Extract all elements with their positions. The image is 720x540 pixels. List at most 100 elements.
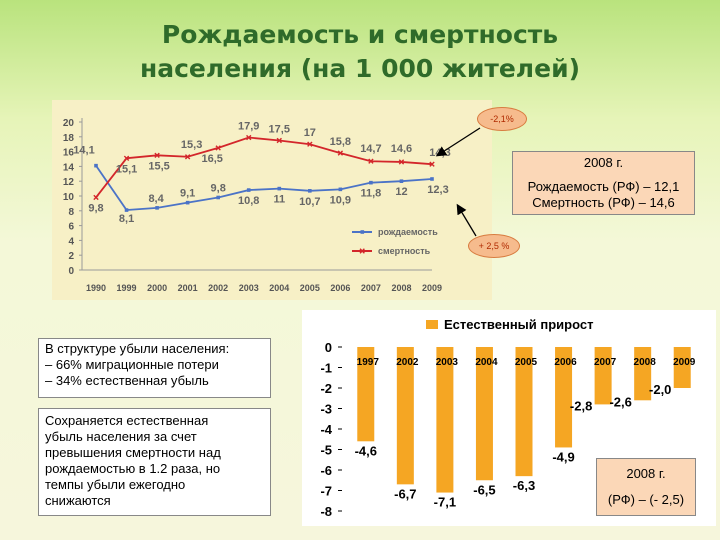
- death-point: [215, 145, 221, 151]
- y-tick-label: 14: [63, 162, 75, 173]
- legend-label-birth: рождаемость: [378, 227, 438, 237]
- note-line-1: Сохраняется естественная: [45, 413, 209, 428]
- bar-value-label: -2,6: [609, 394, 631, 409]
- rf-2008-death: Смертность (РФ) – 14,6: [532, 195, 675, 210]
- y-tick-label: 4: [68, 236, 74, 247]
- birth-data-label: 9,8: [211, 182, 226, 194]
- death-point: [184, 154, 191, 160]
- y-tick-label: 6: [68, 222, 74, 233]
- x-tick-label: 2004: [269, 283, 289, 293]
- y-tick-label: -7: [320, 484, 332, 499]
- legend-label-natural: Естественный прирост: [444, 317, 593, 332]
- bar-value-label: -2,0: [649, 382, 671, 397]
- death-change-callout: -2,1%: [477, 107, 527, 131]
- title-line-2: населения (на 1 000 жителей): [139, 54, 581, 83]
- death-data-label: 14,3: [429, 147, 450, 159]
- series-line-death: [95, 136, 433, 199]
- x-tick-label: 2002: [208, 283, 228, 293]
- category-label: 2003: [436, 357, 459, 368]
- death-point: [93, 194, 99, 201]
- category-label: 2008: [634, 357, 657, 368]
- death-point: [276, 137, 282, 144]
- y-tick-label: -1: [320, 361, 332, 376]
- birth-data-label: 10,7: [299, 196, 320, 208]
- rf-2008-year: 2008 г.: [583, 155, 624, 170]
- death-data-label: 14,7: [360, 143, 381, 155]
- legend-swatch-natural: [426, 320, 438, 329]
- death-point: [154, 152, 160, 158]
- birth-point: [369, 180, 373, 185]
- y-tick-label: -3: [320, 402, 332, 417]
- structure-line-2: – 66% миграционные потери: [45, 357, 219, 372]
- birth-point: [277, 186, 282, 191]
- y-tick-label: 12: [63, 177, 75, 188]
- y-tick-label: 18: [63, 133, 75, 144]
- bar-value-label: -7,1: [434, 495, 456, 510]
- birth-data-label: 12: [395, 186, 407, 198]
- structure-line-1: В структуре убыли населения:: [45, 341, 230, 356]
- legend-marker-death: [359, 248, 365, 254]
- birth-point: [155, 206, 159, 210]
- bar-1997: [357, 347, 375, 442]
- note-line-6: снижаются: [45, 493, 111, 508]
- birth-point: [338, 187, 343, 192]
- birth-data-label: 14,1: [73, 145, 94, 157]
- structure-box: В структуре убыли населения: – 66% мигра…: [38, 338, 271, 398]
- birth-data-label: 8,4: [148, 193, 164, 205]
- page-title: Рождаемость и смертность населения (на 1…: [0, 18, 720, 86]
- x-tick-label: 2005: [300, 283, 320, 293]
- birth-change-callout: + 2,5 %: [468, 234, 520, 258]
- birth-point: [216, 195, 220, 200]
- category-label: 2002: [396, 357, 419, 368]
- birth-data-label: 12,3: [427, 184, 448, 196]
- birth-point: [308, 189, 312, 193]
- bar-value-label: -4,9: [552, 449, 574, 464]
- death-point: [337, 150, 344, 156]
- bar-2008: [634, 347, 652, 401]
- death-data-label: 15,5: [148, 160, 169, 172]
- y-tick-label: 10: [63, 192, 75, 203]
- death-data-label: 14,6: [391, 143, 412, 155]
- bar-2009: [673, 347, 691, 388]
- y-tick-label: 0: [68, 266, 74, 277]
- birth-point: [185, 200, 190, 205]
- birth-point: [430, 177, 434, 181]
- x-tick-label: 2001: [178, 283, 198, 293]
- bar-2002: [396, 347, 414, 485]
- note-box: Сохраняется естественная убыль населения…: [38, 408, 271, 516]
- chart-area-background: [52, 100, 492, 300]
- death-point: [398, 159, 405, 165]
- category-label: 1997: [357, 357, 380, 368]
- bar-2003: [436, 347, 454, 493]
- death-point: [123, 155, 130, 161]
- birth-point: [399, 179, 404, 183]
- death-data-label: 15,8: [330, 136, 351, 148]
- x-tick-label: 2007: [361, 283, 381, 293]
- bar-value-label: -6,5: [473, 482, 495, 497]
- y-tick-label: 0: [325, 340, 332, 355]
- birth-point: [246, 188, 251, 192]
- bar-2007: [594, 347, 612, 405]
- note-line-2: убыль населения за счет: [45, 429, 197, 444]
- x-tick-label: 2009: [422, 283, 442, 293]
- birth-point: [94, 163, 98, 168]
- death-data-label: 17: [304, 127, 316, 139]
- note-line-4: рождаемостью в 1.2 раза, но: [45, 461, 221, 476]
- birth-data-label: 11,8: [361, 188, 382, 200]
- death-data-label: 15,1: [116, 163, 137, 175]
- bar-2006: [555, 347, 573, 448]
- death-data-label: 17,5: [269, 124, 290, 136]
- x-tick-label: 2003: [239, 283, 259, 293]
- y-tick-label: -6: [320, 463, 332, 478]
- birth-point: [124, 208, 129, 212]
- death-point: [246, 134, 252, 141]
- y-tick-label: 8: [68, 207, 74, 218]
- x-tick-label: 2008: [391, 283, 411, 293]
- legend-marker-birth: [360, 230, 365, 234]
- bar-2005: [515, 347, 533, 477]
- structure-line-3: – 34% естественная убыль: [45, 373, 209, 388]
- x-tick-label: 1990: [86, 283, 106, 293]
- category-label: 2004: [475, 357, 498, 368]
- y-tick-label: -5: [320, 443, 332, 458]
- death-point: [368, 158, 374, 164]
